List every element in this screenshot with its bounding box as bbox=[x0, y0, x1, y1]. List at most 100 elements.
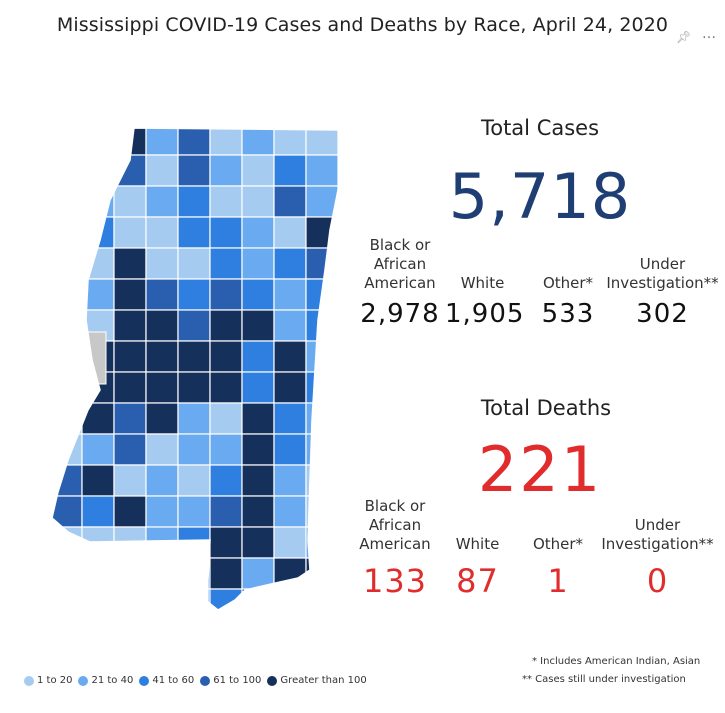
county-shape[interactable] bbox=[50, 278, 83, 311]
county-shape[interactable] bbox=[305, 402, 339, 435]
county-shape[interactable] bbox=[241, 216, 275, 249]
county-shape[interactable] bbox=[50, 371, 83, 404]
county-shape[interactable] bbox=[177, 309, 211, 342]
county-shape[interactable] bbox=[241, 340, 275, 373]
county-shape[interactable] bbox=[50, 588, 83, 620]
county-shape[interactable] bbox=[113, 588, 147, 620]
county-shape[interactable] bbox=[50, 216, 83, 249]
county-shape[interactable] bbox=[209, 464, 243, 497]
county-shape[interactable] bbox=[145, 185, 179, 218]
county-shape[interactable] bbox=[177, 216, 211, 249]
county-shape[interactable] bbox=[241, 433, 275, 466]
county-shape[interactable] bbox=[145, 309, 179, 342]
county-shape[interactable] bbox=[241, 185, 275, 218]
county-shape[interactable] bbox=[50, 340, 83, 373]
county-shape[interactable] bbox=[145, 588, 179, 620]
county-shape[interactable] bbox=[273, 557, 307, 590]
county-shape[interactable] bbox=[50, 185, 83, 218]
county-shape[interactable] bbox=[305, 371, 339, 404]
county-shape[interactable] bbox=[305, 526, 339, 559]
county-shape[interactable] bbox=[81, 402, 115, 435]
county-shape[interactable] bbox=[241, 154, 275, 187]
county-shape[interactable] bbox=[241, 309, 275, 342]
county-shape[interactable] bbox=[50, 124, 83, 156]
county-shape[interactable] bbox=[177, 371, 211, 404]
county-shape[interactable] bbox=[145, 526, 179, 559]
county-shape[interactable] bbox=[305, 588, 339, 620]
county-shape[interactable] bbox=[305, 247, 339, 280]
county-shape[interactable] bbox=[177, 247, 211, 280]
county-shape[interactable] bbox=[81, 557, 115, 590]
county-shape[interactable] bbox=[305, 495, 339, 528]
county-shape[interactable] bbox=[177, 185, 211, 218]
county-shape[interactable] bbox=[113, 309, 147, 342]
county-shape-no-data[interactable] bbox=[83, 331, 107, 385]
county-shape[interactable] bbox=[81, 433, 115, 466]
county-shape[interactable] bbox=[145, 154, 179, 187]
county-shape[interactable] bbox=[177, 124, 211, 156]
county-shape[interactable] bbox=[81, 464, 115, 497]
county-shape[interactable] bbox=[241, 464, 275, 497]
county-shape[interactable] bbox=[50, 309, 83, 342]
county-shape[interactable] bbox=[209, 433, 243, 466]
county-shape[interactable] bbox=[241, 278, 275, 311]
county-shape[interactable] bbox=[273, 154, 307, 187]
county-shape[interactable] bbox=[209, 340, 243, 373]
county-shape[interactable] bbox=[113, 495, 147, 528]
county-shape[interactable] bbox=[273, 433, 307, 466]
county-shape[interactable] bbox=[81, 124, 115, 156]
county-shape[interactable] bbox=[177, 526, 211, 559]
county-shape[interactable] bbox=[209, 557, 243, 590]
county-shape[interactable] bbox=[113, 247, 147, 280]
county-shape[interactable] bbox=[209, 402, 243, 435]
county-shape[interactable] bbox=[81, 588, 115, 620]
county-shape[interactable] bbox=[113, 216, 147, 249]
county-shape[interactable] bbox=[145, 278, 179, 311]
county-shape[interactable] bbox=[209, 495, 243, 528]
county-shape[interactable] bbox=[209, 309, 243, 342]
county-shape[interactable] bbox=[113, 526, 147, 559]
county-shape[interactable] bbox=[305, 124, 339, 156]
county-shape[interactable] bbox=[50, 557, 83, 590]
county-shape[interactable] bbox=[305, 154, 339, 187]
county-shape[interactable] bbox=[273, 464, 307, 497]
county-shape[interactable] bbox=[81, 247, 115, 280]
county-shape[interactable] bbox=[177, 340, 211, 373]
county-shape[interactable] bbox=[209, 154, 243, 187]
county-shape[interactable] bbox=[81, 154, 115, 187]
county-shape[interactable] bbox=[113, 433, 147, 466]
county-shape[interactable] bbox=[305, 216, 339, 249]
county-shape[interactable] bbox=[273, 340, 307, 373]
county-shape[interactable] bbox=[113, 464, 147, 497]
county-shape[interactable] bbox=[177, 464, 211, 497]
county-shape[interactable] bbox=[50, 526, 83, 559]
county-shape[interactable] bbox=[50, 402, 83, 435]
county-shape[interactable] bbox=[177, 278, 211, 311]
county-shape[interactable] bbox=[273, 278, 307, 311]
county-shape[interactable] bbox=[177, 557, 211, 590]
county-shape[interactable] bbox=[241, 588, 275, 620]
county-shape[interactable] bbox=[305, 185, 339, 218]
county-shape[interactable] bbox=[113, 340, 147, 373]
county-shape[interactable] bbox=[145, 402, 179, 435]
county-shape[interactable] bbox=[113, 371, 147, 404]
county-shape[interactable] bbox=[273, 526, 307, 559]
county-shape[interactable] bbox=[113, 278, 147, 311]
county-shape[interactable] bbox=[241, 495, 275, 528]
county-shape[interactable] bbox=[81, 495, 115, 528]
county-shape[interactable] bbox=[177, 433, 211, 466]
county-shape[interactable] bbox=[145, 557, 179, 590]
county-shape[interactable] bbox=[145, 340, 179, 373]
county-shape[interactable] bbox=[273, 309, 307, 342]
county-shape[interactable] bbox=[50, 247, 83, 280]
county-shape[interactable] bbox=[241, 526, 275, 559]
county-shape[interactable] bbox=[241, 247, 275, 280]
county-shape[interactable] bbox=[177, 402, 211, 435]
county-shape[interactable] bbox=[145, 124, 179, 156]
county-shape[interactable] bbox=[145, 495, 179, 528]
county-shape[interactable] bbox=[209, 247, 243, 280]
county-shape[interactable] bbox=[273, 402, 307, 435]
county-shape[interactable] bbox=[273, 185, 307, 218]
county-shape[interactable] bbox=[50, 464, 83, 497]
county-shape[interactable] bbox=[145, 216, 179, 249]
